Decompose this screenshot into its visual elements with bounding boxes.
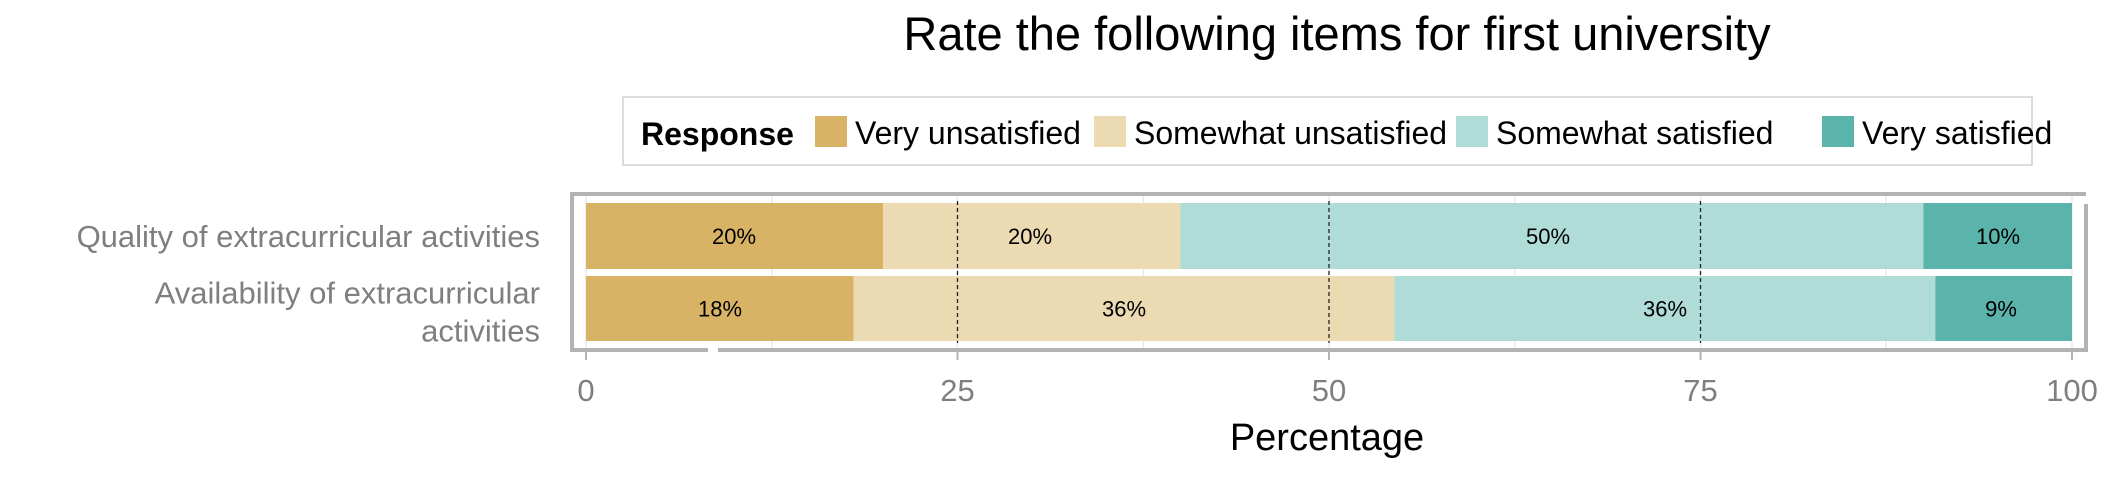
bar-somewhat-unsatisfied — [853, 276, 1395, 341]
x-tick-label: 25 — [940, 373, 974, 408]
legend-item-somewhat-satisfied: Somewhat satisfied — [1456, 115, 1773, 151]
bar-row-availability-of-extracurricular-activities — [586, 276, 2072, 341]
data-label: 50% — [1526, 224, 1570, 249]
legend-swatch-somewhat-satisfied — [1456, 116, 1488, 147]
reference-lines — [956, 201, 1702, 343]
x-axis: 0 25 50 75 100 — [577, 352, 2098, 408]
legend: Response Very unsatisfied Somewhat unsatis… — [622, 96, 2052, 166]
plot-area: Quality of extracurricular activities Ava… — [77, 192, 2098, 408]
legend-label-somewhat-satisfied: Somewhat satisfied — [1496, 115, 1773, 151]
legend-swatch-very-unsatisfied — [815, 116, 847, 147]
bar-very-satisfied — [1923, 203, 2072, 269]
legend-swatch-very-satisfied — [1822, 116, 1854, 147]
legend-label-very-unsatisfied: Very unsatisfied — [855, 115, 1081, 151]
bar-somewhat-satisfied — [1394, 276, 1936, 341]
data-label: 18% — [698, 297, 742, 322]
legend-label-somewhat-unsatisfied: Somewhat unsatisfied — [1134, 115, 1447, 151]
bar-somewhat-satisfied — [1180, 203, 1924, 269]
data-labels: 20% 20% 50% 10% 18% 36% 36% 9% — [698, 224, 2020, 322]
legend-box — [622, 96, 2033, 166]
legend-item-somewhat-unsatisfied: Somewhat unsatisfied — [1094, 115, 1447, 151]
x-axis-label: Percentage — [1230, 417, 1424, 459]
legend-item-very-unsatisfied: Very unsatisfied — [815, 115, 1081, 151]
bar-row-quality-of-extracurricular-activities — [586, 203, 2072, 269]
legend-title: Response — [641, 116, 794, 152]
data-label: 20% — [712, 224, 756, 249]
legend-item-very-satisfied: Very satisfied — [1822, 115, 2052, 151]
x-tick-label: 100 — [2046, 373, 2098, 408]
data-label: 10% — [1976, 224, 2020, 249]
x-tick-label: 50 — [1312, 373, 1346, 408]
data-label: 20% — [1008, 224, 1052, 249]
y-tick-label: Availability of extracurricular activitie… — [155, 276, 540, 349]
x-tick-label: 0 — [577, 373, 594, 408]
chart-title: Rate the following items for first unive… — [903, 7, 1771, 60]
data-label: 36% — [1643, 297, 1687, 322]
data-label: 36% — [1102, 297, 1146, 322]
bar-very-unsatisfied — [586, 276, 854, 341]
legend-swatch-somewhat-unsatisfied — [1094, 116, 1126, 147]
legend-label-very-satisfied: Very satisfied — [1862, 115, 2052, 151]
bar-very-satisfied — [1935, 276, 2072, 341]
bar-somewhat-unsatisfied — [883, 203, 1181, 269]
y-tick-label: Quality of extracurricular activities — [77, 219, 540, 254]
x-tick-label: 75 — [1683, 373, 1717, 408]
data-label: 9% — [1985, 297, 2017, 322]
bar-very-unsatisfied — [586, 203, 884, 269]
